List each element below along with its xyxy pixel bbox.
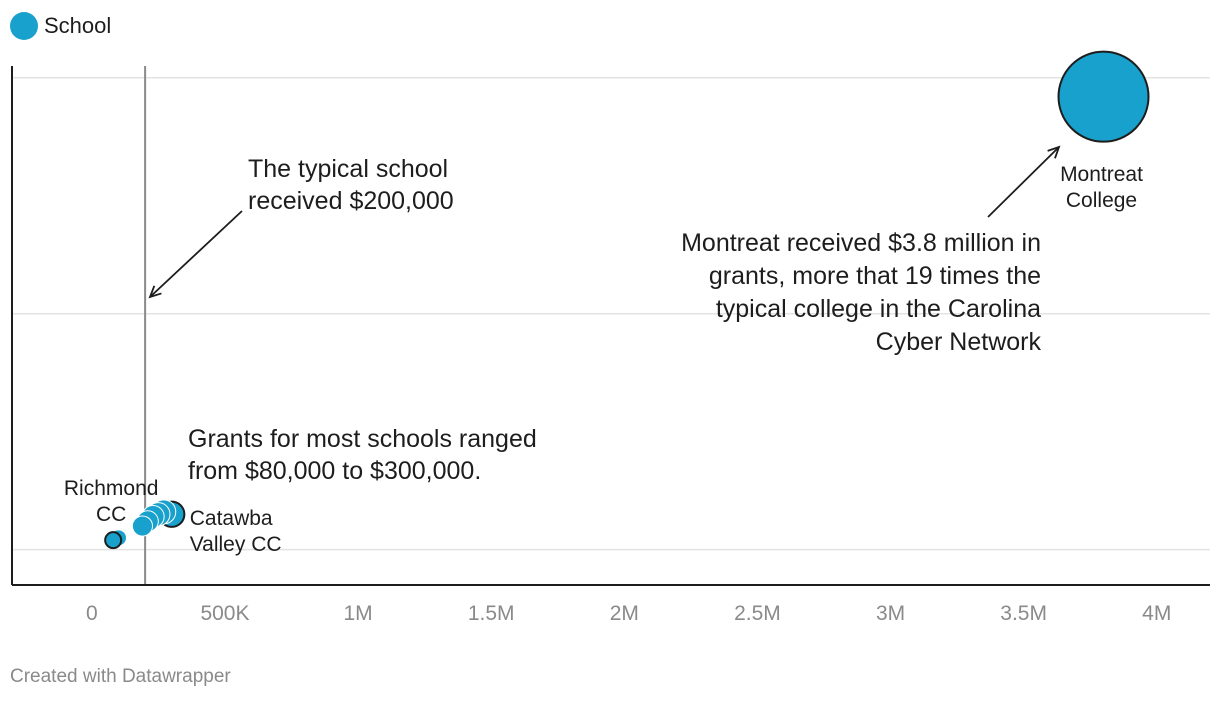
data-points [104,50,1150,550]
annotation-range: Grants for most schools ranged from $80,0… [188,425,537,485]
point-label-richmond-line: CC [96,503,126,526]
x-tick-label: 4M [1142,602,1171,625]
point-labels: Richmond CC Catawba Valley CC Montreat Colleg… [64,163,1143,556]
point-label-montreat: Montreat College [1060,163,1143,212]
x-tick-label: 2.5M [734,602,781,625]
point-label-richmond: Richmond CC [64,477,159,526]
x-tick-label: 2M [610,602,639,625]
point-label-catawba: Catawba Valley CC [190,507,282,556]
annotation-range-line: Grants for most schools ranged [188,425,537,453]
x-tick-label: 1M [343,602,372,625]
annotation-arrows [148,145,1061,299]
arrow-montreat [987,146,1060,218]
point-label-richmond-line: Richmond [64,477,159,500]
point-label-catawba-line: Catawba [190,507,273,530]
x-tick-label: 3.5M [1000,602,1047,625]
annotation-montreat-line: grants, more that 19 times the [709,262,1041,290]
annotation-montreat-line: typical college in the Carolina [716,295,1041,323]
data-point [104,531,123,550]
legend-label: School [44,13,112,38]
annotation-typical-school-line: The typical school [248,155,448,183]
grid-lines [12,77,1210,551]
annotations: The typical school received $200,000 Montr… [188,155,1041,485]
annotation-montreat: Montreat received $3.8 million in grants,… [681,229,1041,356]
axes [11,66,1210,586]
arrow-typical-school [149,210,243,298]
x-tick-label: 500K [200,602,249,625]
arrow-montreat-head [1047,145,1061,159]
arrow-typical-school-head [148,285,162,299]
annotation-montreat-line: Montreat received $3.8 million in [681,229,1041,257]
data-point [131,515,154,537]
point-label-catawba-line: Valley CC [190,533,282,556]
x-tick-label: 1.5M [468,602,515,625]
legend-swatch [10,12,38,40]
annotation-montreat-line: Cyber Network [876,328,1042,356]
legend: School [10,12,111,40]
x-tick-label: 3M [876,602,905,625]
annotation-typical-school-line: received $200,000 [248,187,454,215]
x-tick-labels: 0 500K 1M 1.5M 2M 2.5M 3M 3.5M 4M [86,602,1171,625]
footer-credit: Created with Datawrapper [10,666,231,687]
x-tick-label: 0 [86,602,98,625]
annotation-range-line: from $80,000 to $300,000. [188,457,481,485]
annotation-typical-school: The typical school received $200,000 [248,155,454,215]
point-label-montreat-line: Montreat [1060,163,1143,186]
data-point [1057,50,1150,143]
point-label-montreat-line: College [1066,189,1137,212]
